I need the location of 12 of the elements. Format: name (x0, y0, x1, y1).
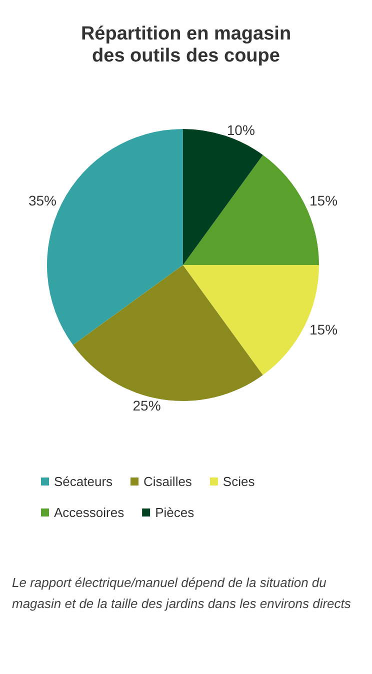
legend-label: Cisailles (144, 474, 192, 489)
data-label: 15% (310, 321, 338, 338)
legend-label: Sécateurs (54, 474, 114, 489)
data-label: 35% (28, 192, 56, 209)
data-label: 25% (132, 397, 161, 414)
text: Le rapport électrique/manuel dépend de la situation du magasin et de la taille des jardins dans les environs directs (12, 575, 352, 611)
data-label: 15% (310, 192, 338, 209)
legend-label: Scies (222, 474, 256, 489)
chart-title: Répartition en magasin des outils des coupe (80, 24, 292, 66)
legend-label: Accessoires (54, 505, 125, 520)
legend-label: Pièces (155, 505, 195, 520)
data-label: 10% (226, 122, 255, 138)
